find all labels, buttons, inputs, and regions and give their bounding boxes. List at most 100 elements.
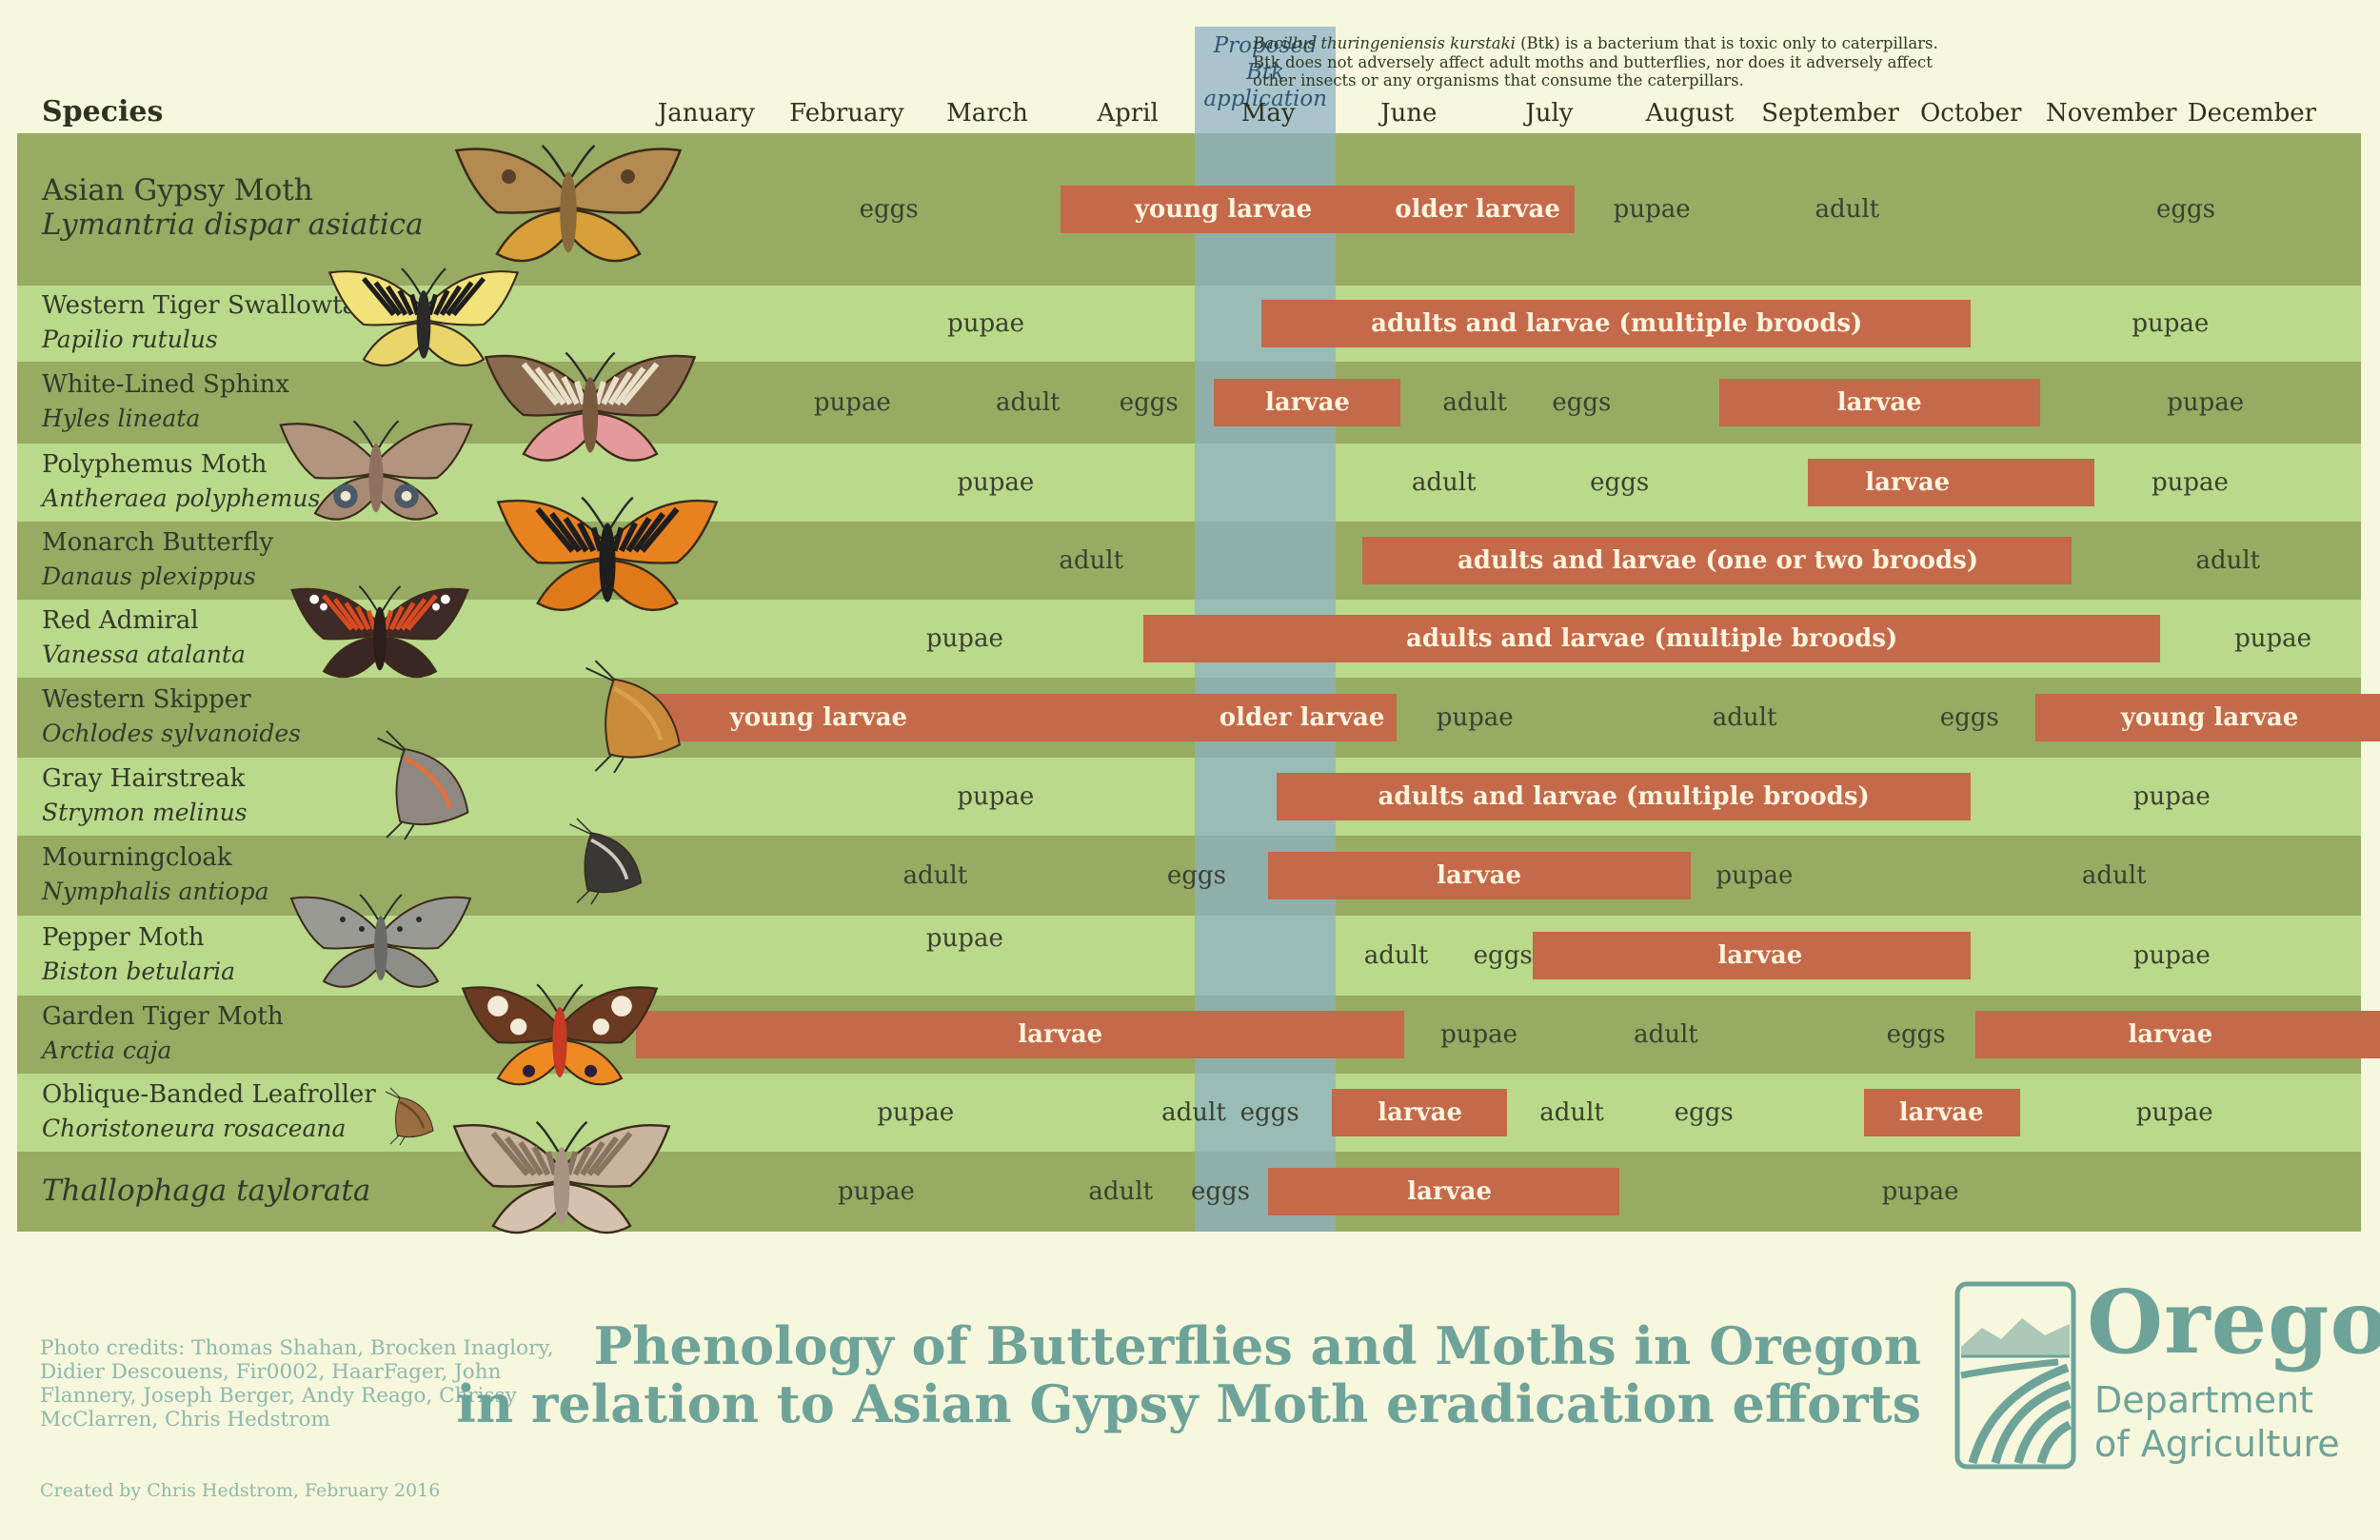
- life-stage-label: pupae: [2132, 782, 2211, 811]
- life-stage-label: eggs: [1191, 1177, 1251, 1206]
- life-stage-label: eggs: [1674, 1098, 1734, 1127]
- life-stage-label: pupae: [1440, 1020, 1518, 1049]
- month-label-december: December: [2187, 99, 2317, 128]
- species-scientific-name: Choristoneura rosaceana: [42, 1115, 347, 1142]
- life-stage-bar: [1532, 932, 1972, 979]
- garden-tiger-moth-icon: [461, 983, 659, 1086]
- life-stage-label: adults and larvae (multiple broods): [1371, 309, 1863, 338]
- life-stage-label: adult: [1634, 1020, 1698, 1049]
- life-stage-label: adult: [1815, 195, 1880, 224]
- species-common-name: Pepper Moth: [42, 923, 205, 952]
- month-label-november: November: [2046, 99, 2177, 128]
- life-stage-label: pupae: [957, 782, 1035, 811]
- life-stage-bar: [1362, 537, 2073, 584]
- life-stage-bar: [636, 1011, 1405, 1058]
- species-common-name: Oblique-Banded Leafroller: [42, 1080, 376, 1109]
- life-stage-label: eggs: [1119, 388, 1179, 417]
- red-admiral-icon: [290, 585, 469, 679]
- logo-line2: of Agriculture: [2094, 1423, 2340, 1465]
- row-band: [17, 836, 2361, 916]
- species-common-name: Asian Gypsy Moth: [42, 173, 313, 207]
- logo-line1: Department: [2094, 1379, 2313, 1421]
- life-stage-label: eggs: [1939, 703, 1999, 732]
- life-stage-label: eggs: [2156, 195, 2216, 224]
- photo-credits: Photo credits: Thomas Shahan, Brocken In…: [40, 1336, 554, 1431]
- species-scientific-name: Strymon melinus: [42, 799, 248, 826]
- life-stage-label: adult: [1411, 468, 1477, 497]
- life-stage-label: pupae: [925, 924, 1003, 953]
- species-scientific-name: Biston betularia: [42, 958, 236, 985]
- btk-note-text: (Btk) is a bacterium that is toxic only …: [1253, 34, 1938, 89]
- month-label-september: September: [1761, 99, 1899, 128]
- species-scientific-name: Lymantria dispar asiatica: [42, 207, 424, 242]
- life-stage-label: adult: [2195, 546, 2261, 575]
- life-stage-label: pupae: [2151, 468, 2229, 497]
- pepper-moth-icon: [289, 894, 472, 988]
- logo-department-text: Department of Agriculture: [2094, 1378, 2340, 1466]
- life-stage-label: adult: [1161, 1098, 1226, 1127]
- life-stage-bar: [1060, 186, 1575, 233]
- life-stage-label: pupae: [1881, 1177, 1959, 1206]
- life-stage-label: pupae: [1436, 703, 1514, 732]
- species-common-name: Western Skipper: [42, 685, 251, 714]
- life-stage-label: adults and larvae (multiple broods): [1378, 782, 1870, 811]
- species-scientific-name: Antheraea polyphemus: [42, 484, 321, 512]
- life-stage-label: pupae: [813, 388, 891, 417]
- species-heading: Species: [42, 95, 164, 128]
- species-scientific-name: Hyles lineata: [42, 405, 201, 432]
- life-stage-label: larvae: [1717, 941, 1803, 970]
- species-common-name: Western Tiger Swallowtail: [42, 291, 373, 320]
- btk-label: Proposed Btk application: [1203, 33, 1328, 111]
- life-stage-label: young larvae: [1134, 195, 1313, 224]
- life-stage-label: larvae: [1018, 1020, 1103, 1049]
- life-stage-label: adult: [1088, 1177, 1154, 1206]
- species-scientific-name: Danaus plexippus: [42, 563, 256, 590]
- life-stage-label: adult: [1712, 703, 1777, 732]
- row-band: [17, 1152, 2361, 1232]
- species-common-name: Gray Hairstreak: [42, 764, 246, 793]
- life-stage-bar: [1331, 1089, 1508, 1136]
- life-stage-bar: [1268, 1168, 1620, 1215]
- life-stage-label: eggs: [859, 195, 919, 224]
- species-common-name: Monarch Butterfly: [42, 528, 274, 557]
- polyphemus-moth-icon: [279, 420, 473, 521]
- logo-oregon-wordmark: Oregon: [2087, 1271, 2380, 1373]
- life-stage-bar: [1807, 459, 2095, 506]
- life-stage-bar: [1260, 300, 1972, 347]
- life-stage-label: pupae: [2132, 309, 2210, 338]
- species-common-name: Garden Tiger Moth: [42, 1002, 284, 1031]
- life-stage-bar: [1718, 379, 2040, 426]
- life-stage-label: larvae: [1898, 1098, 1984, 1127]
- asian-gypsy-moth-icon: [454, 145, 683, 263]
- life-stage-label: adults and larvae (multiple broods): [1406, 624, 1898, 653]
- life-stage-label: larvae: [1378, 1098, 1463, 1127]
- species-scientific-name: Arctia caja: [42, 1037, 172, 1064]
- life-stage-bar: [636, 694, 1397, 741]
- life-stage-label: pupae: [1613, 195, 1691, 224]
- western-tiger-swallowtail-icon: [327, 267, 520, 366]
- species-common-name: White-Lined Sphinx: [42, 370, 289, 399]
- species-scientific-name: Vanessa atalanta: [42, 641, 246, 668]
- life-stage-label: larvae: [1836, 388, 1922, 417]
- life-stage-label: larvae: [2128, 1020, 2213, 1049]
- chart-title-line1: Phenology of Butterflies and Moths in Or…: [593, 1315, 1921, 1376]
- species-scientific-name: Thallophaga taylorata: [42, 1174, 371, 1208]
- life-stage-label: adult: [902, 861, 968, 890]
- life-stage-label: adult: [1363, 941, 1429, 970]
- life-stage-label: pupae: [925, 624, 1003, 653]
- life-stage-label: larvae: [1265, 388, 1350, 417]
- life-stage-label: pupae: [877, 1098, 955, 1127]
- life-stage-label: pupae: [837, 1177, 915, 1206]
- month-label-june: June: [1380, 99, 1438, 128]
- life-stage-bar: [1864, 1089, 2020, 1136]
- life-stage-label: larvae: [1407, 1177, 1493, 1206]
- month-label-march: March: [946, 99, 1028, 128]
- western-skipper-icon: [585, 661, 681, 773]
- species-scientific-name: Papilio rutulus: [42, 326, 218, 353]
- month-label-july: July: [1525, 99, 1574, 128]
- life-stage-label: larvae: [1437, 861, 1522, 890]
- life-stage-label: pupae: [2132, 941, 2211, 970]
- life-stage-label: pupae: [2167, 388, 2245, 417]
- oregon-field-logo-icon: [1954, 1281, 2076, 1470]
- life-stage-label: pupae: [947, 309, 1024, 338]
